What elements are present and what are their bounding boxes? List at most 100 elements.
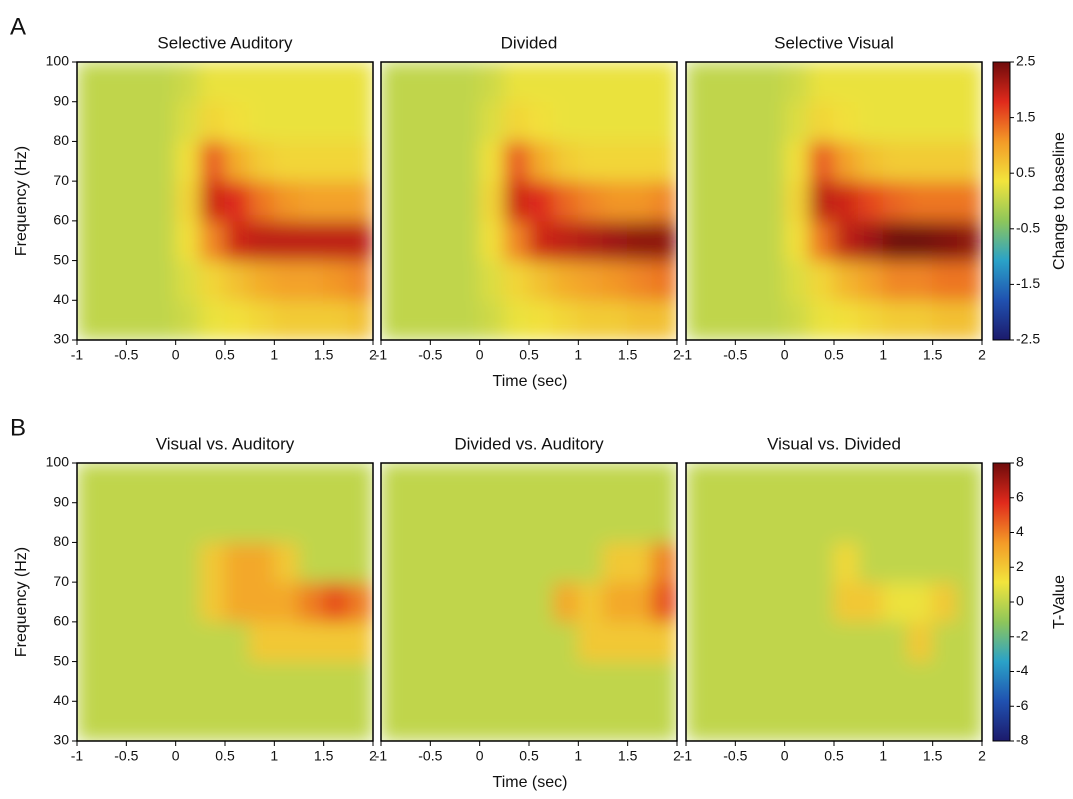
heatmap-cell [323,140,349,182]
heatmap-cell [882,621,909,663]
heatmap-cell [907,621,934,663]
heatmap-cell [199,180,226,222]
heatmap-cell [784,299,810,340]
x-tick-label: 2 [369,347,377,363]
heatmap-cell [907,502,934,543]
x-tick-label: 1 [879,748,887,764]
x-tick-label: 0 [172,347,180,363]
heatmap-cell [429,502,456,543]
heatmap-cell [734,581,761,623]
heatmap-cell [577,541,604,583]
heatmap-cell [175,260,201,301]
heatmap-cell [175,180,201,222]
y-tick-label: 80 [53,533,69,549]
heatmap-cell [249,62,275,103]
heatmap-cell [199,62,226,103]
heatmap-cell [150,62,177,103]
heatmap-cell [249,260,275,301]
heatmap-cell [347,661,373,702]
heatmap-cell [503,260,530,301]
heatmap-cell [405,581,431,623]
heatmap-cell [101,700,127,741]
heatmap [686,463,982,741]
heatmap-cell [528,140,555,182]
heatmap-cell [808,62,835,103]
colorbar-tick-label: -1.5 [1016,275,1040,291]
heatmap-cell [882,661,909,702]
heatmap-cell [323,62,349,103]
heatmap-cell [858,581,884,623]
y-tick-label: 100 [46,454,70,470]
heatmap-cell [454,502,481,543]
heatmap-cell [858,463,884,504]
heatmap-cell [602,581,629,623]
heatmap-cell [577,661,604,702]
heatmap-cell [528,101,555,142]
panel [381,463,677,741]
heatmap-cell [429,541,456,583]
heatmap-cell [759,140,786,182]
heatmap-cell [882,700,909,741]
heatmap-cell [323,581,349,623]
heatmap-cell [125,62,152,103]
heatmap-cell [101,101,127,142]
heatmap-cell [932,463,958,504]
heatmap-cell [150,502,177,543]
heatmap-cell [528,62,555,103]
heatmap-cell [125,140,152,182]
heatmap-cell [808,299,835,340]
heatmap-cell [858,140,884,182]
heatmap-cell [503,700,530,741]
heatmap-cell [833,541,860,583]
heatmap-cell [175,700,201,741]
heatmap-cell [224,260,251,301]
heatmap-cell [784,62,810,103]
heatmap-cell [273,661,300,702]
heatmap-cell [627,299,653,340]
heatmap-cell [734,180,761,222]
heatmap-cell [882,140,909,182]
heatmap-cell [577,621,604,663]
heatmap-cell [882,502,909,543]
heatmap-cell [858,180,884,222]
x-tick-label: 0.5 [519,748,539,764]
panel [686,463,982,741]
x-tick-label: -0.5 [723,347,747,363]
x-tick-label: -0.5 [723,748,747,764]
heatmap-cell [125,101,152,142]
heatmap-cell [602,220,629,262]
heatmap-cell [932,101,958,142]
heatmap-cell [759,463,786,504]
heatmap-cell [429,140,456,182]
heatmap-cell [381,140,407,182]
heatmap-cell [249,661,275,702]
heatmap-cell [907,299,934,340]
heatmap-cell [381,581,407,623]
heatmap-cell [125,463,152,504]
panel-title: Visual vs. Auditory [156,434,295,453]
heatmap-cell [577,502,604,543]
heatmap-cell [77,299,103,340]
heatmap-cell [808,463,835,504]
heatmap-cell [454,220,481,262]
heatmap-cell [224,140,251,182]
heatmap-cell [808,700,835,741]
heatmap-cell [686,463,712,504]
heatmap-cell [298,502,325,543]
heatmap-cell [651,180,677,222]
heatmap-cell [577,101,604,142]
heatmap-cell [479,621,505,663]
heatmap-cell [858,661,884,702]
x-tick-label: 1.5 [923,347,943,363]
heatmap-cell [734,140,761,182]
heatmap-cell [833,700,860,741]
heatmap-cell [932,502,958,543]
y-tick-label: 70 [53,172,69,188]
heatmap-cell [77,502,103,543]
heatmap-cell [273,299,300,340]
heatmap-cell [907,220,934,262]
heatmap-cell [627,260,653,301]
x-tick-label: 2 [673,748,681,764]
heatmap-cell [759,101,786,142]
